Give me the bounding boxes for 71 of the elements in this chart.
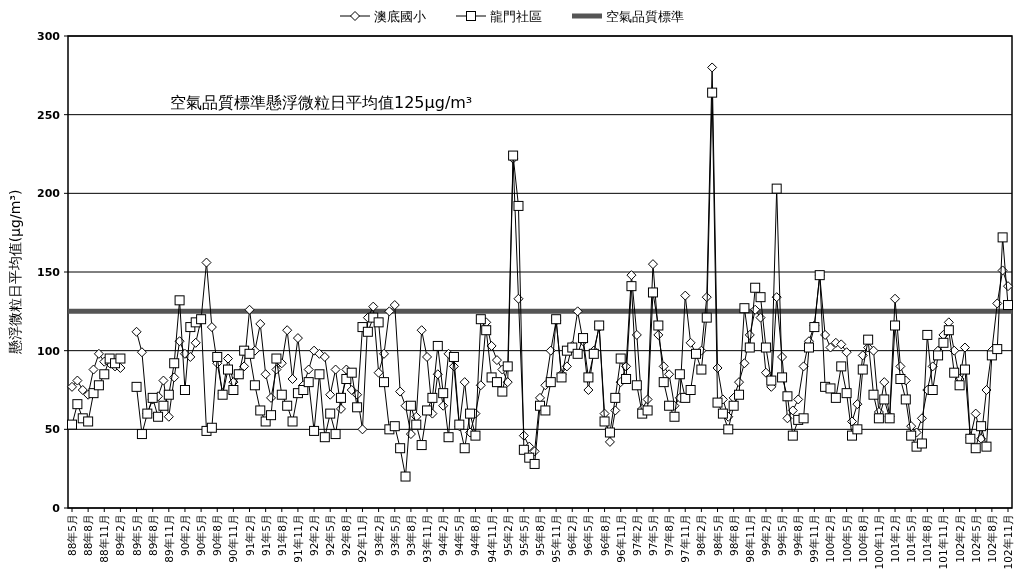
x-tick-label: 100年11月 (872, 514, 885, 570)
x-tick-label: 92年5月 (324, 514, 337, 557)
x-tick-label: 99年2月 (759, 514, 772, 557)
x-tick-label: 91年2月 (243, 514, 256, 557)
x-tick-label: 95年8月 (534, 514, 546, 557)
x-tick-label: 98年5月 (711, 514, 724, 557)
x-tick-label: 102年11月 (1002, 514, 1014, 570)
x-tick-label: 89年5月 (130, 514, 143, 557)
y-tick-label: 0 (52, 502, 61, 515)
x-tick-label: 90年8月 (211, 514, 224, 557)
x-tick-label: 92年11月 (356, 514, 369, 563)
x-tick-label: 97年2月 (630, 514, 643, 557)
y-tick-label: 250 (37, 108, 61, 122)
x-tick-label: 90年11月 (227, 514, 240, 563)
x-tick-label: 101年5月 (905, 514, 918, 563)
x-tick-label: 96年8月 (598, 514, 611, 557)
x-tick-label: 89年2月 (114, 514, 127, 557)
legend-label: 空氣品質標準 (606, 9, 684, 24)
x-tick-label: 102年8月 (985, 514, 998, 563)
x-tick-label: 94年2月 (437, 514, 450, 557)
x-tick-label: 96年2月 (566, 514, 579, 557)
x-tick-label: 100年2月 (824, 514, 837, 563)
x-tick-label: 99年5月 (776, 514, 789, 557)
x-tick-label: 91年8月 (275, 514, 288, 557)
x-tick-label: 97年8月 (663, 514, 676, 557)
legend-label: 龍門社區 (490, 9, 542, 24)
x-tick-label: 90年5月 (195, 514, 208, 557)
x-tick-label: 93年2月 (372, 514, 385, 557)
x-tick-label: 99年11月 (808, 514, 821, 563)
x-tick-label: 102年2月 (953, 514, 966, 563)
x-tick-label: 97年11月 (679, 514, 692, 563)
x-tick-label: 91年11月 (291, 514, 304, 563)
x-tick-label: 100年5月 (840, 514, 853, 563)
y-axis-title: 懸浮微粒日平均值(μg/m³) (7, 189, 23, 356)
legend-label: 澳底國小 (374, 9, 426, 24)
x-tick-label: 93年11月 (421, 514, 434, 563)
x-tick-label: 98年2月 (695, 514, 708, 557)
x-tick-label: 97年5月 (646, 514, 659, 557)
x-tick-label: 89年11月 (162, 514, 175, 563)
x-tick-label: 92年8月 (340, 514, 353, 557)
x-tick-label: 95年11月 (550, 514, 563, 563)
x-tick-label: 92年2月 (308, 514, 321, 557)
y-tick-label: 50 (44, 423, 61, 437)
x-tick-label: 95年5月 (517, 514, 530, 557)
x-tick-label: 101年11月 (937, 514, 950, 570)
x-tick-label: 95年2月 (501, 514, 514, 557)
x-tick-label: 96年5月 (582, 514, 595, 557)
x-tick-label: 90年2月 (178, 514, 191, 557)
x-tick-label: 101年2月 (889, 514, 902, 563)
x-tick-label: 98年11月 (743, 514, 756, 563)
x-tick-label: 98年8月 (727, 514, 740, 557)
y-tick-label: 300 (37, 30, 61, 43)
x-tick-label: 89年8月 (146, 514, 159, 557)
x-tick-label: 94年8月 (469, 514, 482, 557)
x-tick-label: 101年8月 (921, 514, 934, 563)
x-tick-label: 93年5月 (388, 514, 401, 557)
x-tick-label: 88年8月 (82, 514, 95, 557)
x-tick-label: 102年5月 (969, 514, 982, 563)
x-tick-label: 88年5月 (66, 514, 78, 557)
y-tick-label: 100 (37, 344, 61, 358)
x-tick-label: 88年11月 (98, 514, 111, 563)
x-tick-label: 93年8月 (404, 514, 417, 557)
annotation: 空氣品質標準懸浮微粒日平均值125μg/m³ (170, 93, 473, 112)
x-tick-label: 94年5月 (453, 514, 466, 557)
x-tick-label: 99年8月 (792, 514, 805, 557)
y-tick-label: 150 (37, 266, 61, 279)
x-tick-label: 100年8月 (856, 514, 869, 563)
y-tick-label: 200 (37, 187, 61, 201)
x-tick-label: 96年11月 (614, 514, 627, 563)
x-tick-label: 94年11月 (485, 514, 498, 563)
x-tick-label: 91年5月 (259, 514, 272, 557)
